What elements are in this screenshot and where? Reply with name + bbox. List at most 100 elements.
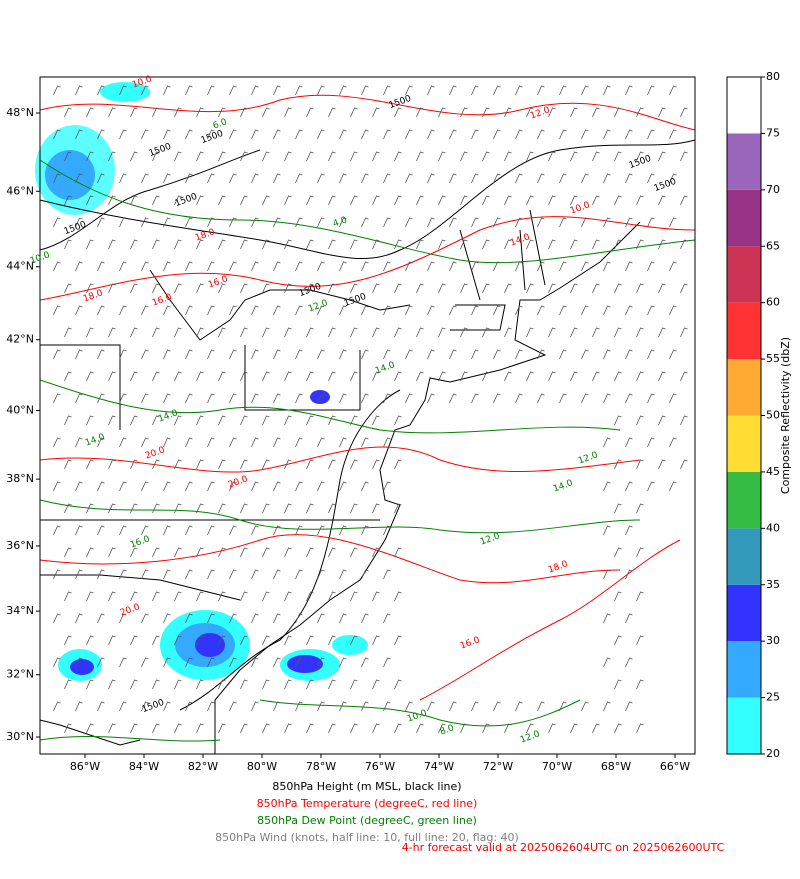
wind-barb xyxy=(218,723,226,734)
wind-barb xyxy=(625,613,633,624)
wind-barb xyxy=(636,679,644,690)
wind-barb xyxy=(218,591,226,602)
wind-barb xyxy=(372,459,380,470)
wind-barb xyxy=(306,239,314,250)
wind-barb xyxy=(53,525,61,536)
colorbar-band xyxy=(727,246,761,303)
wind-barb xyxy=(548,371,556,382)
wind-barb xyxy=(647,85,655,96)
wind-barb xyxy=(581,261,589,272)
wind-barb xyxy=(570,107,578,118)
wind-barb xyxy=(636,283,644,294)
wind-barb xyxy=(669,393,677,404)
wind-barb xyxy=(361,525,369,536)
x-tick-label: 86°W xyxy=(70,760,100,773)
wind-barb xyxy=(658,415,666,426)
wind-barb xyxy=(339,481,347,492)
wind-barb xyxy=(229,613,237,624)
wind-barb xyxy=(284,415,292,426)
wind-barb xyxy=(207,261,215,272)
x-tick-label: 74°W xyxy=(424,760,454,773)
wind-barb xyxy=(130,327,138,338)
contour-label: 16.0 xyxy=(151,292,174,308)
wind-barb xyxy=(537,173,545,184)
wind-barb xyxy=(493,173,501,184)
wind-barb xyxy=(185,261,193,272)
wind-barb xyxy=(207,481,215,492)
wind-barb xyxy=(504,327,512,338)
wind-barb xyxy=(229,657,237,668)
contour-label: 16.0 xyxy=(129,534,152,550)
wind-barb xyxy=(361,349,369,360)
wind-barb xyxy=(394,327,402,338)
wind-barb xyxy=(97,129,105,140)
wind-barb xyxy=(383,481,391,492)
wind-barb xyxy=(471,85,479,96)
wind-barb xyxy=(416,723,424,734)
wind-barb xyxy=(548,239,556,250)
wind-barb xyxy=(108,371,116,382)
wind-barb xyxy=(262,327,270,338)
wind-barb xyxy=(449,701,457,712)
contour-label: 4.0 xyxy=(332,215,349,229)
wind-barb xyxy=(537,393,545,404)
wind-barb xyxy=(306,723,314,734)
wind-barb xyxy=(130,107,138,118)
wind-barb xyxy=(603,217,611,228)
wind-barb xyxy=(163,569,171,580)
wind-barb xyxy=(471,173,479,184)
wind-barb xyxy=(614,459,622,470)
wind-barb xyxy=(262,415,270,426)
wind-barb xyxy=(240,459,248,470)
wind-barb xyxy=(427,701,435,712)
wind-barb xyxy=(119,85,127,96)
colorbar-band xyxy=(727,641,761,698)
caption: 850hPa Dew Point (degreeC, green line) xyxy=(257,814,477,827)
wind-barb xyxy=(53,437,61,448)
wind-barb xyxy=(218,283,226,294)
wind-barb xyxy=(229,261,237,272)
wind-barb xyxy=(570,723,578,734)
wind-barb xyxy=(625,217,633,228)
contour-label: 20.0 xyxy=(119,602,142,618)
wind-barb xyxy=(570,327,578,338)
wind-barb xyxy=(141,393,149,404)
wind-barb xyxy=(603,393,611,404)
x-tick-label: 76°W xyxy=(365,760,395,773)
coastlines xyxy=(39,149,641,754)
wind-barb xyxy=(86,591,94,602)
wind-barb xyxy=(625,393,633,404)
wind-barb xyxy=(471,349,479,360)
colorbar-tick-label: 50 xyxy=(766,409,780,422)
wind-barb xyxy=(372,635,380,646)
wind-barb xyxy=(328,503,336,514)
wind-barb xyxy=(493,217,501,228)
wind-barb xyxy=(570,371,578,382)
wind-barb xyxy=(603,437,611,448)
wind-barb xyxy=(405,701,413,712)
wind-barb xyxy=(152,283,160,294)
wind-barb xyxy=(581,701,589,712)
wind-barb xyxy=(108,415,116,426)
wind-barb xyxy=(559,217,567,228)
wind-barb xyxy=(636,195,644,206)
wind-barb xyxy=(438,195,446,206)
wind-barb xyxy=(515,349,523,360)
wind-barb xyxy=(339,349,347,360)
wind-barb xyxy=(240,195,248,206)
wind-barb xyxy=(229,173,237,184)
wind-barb xyxy=(284,591,292,602)
wind-barb xyxy=(273,437,281,448)
wind-barb xyxy=(174,239,182,250)
wind-barb xyxy=(196,195,204,206)
wind-barb xyxy=(141,129,149,140)
wind-barb xyxy=(306,283,314,294)
wind-barb xyxy=(383,85,391,96)
x-tick-label: 68°W xyxy=(601,760,631,773)
wind-barb xyxy=(240,503,248,514)
wind-barb xyxy=(680,151,688,162)
wind-barb xyxy=(185,613,193,624)
wind-barb xyxy=(471,701,479,712)
wind-barb xyxy=(108,723,116,734)
wind-barb xyxy=(75,349,83,360)
